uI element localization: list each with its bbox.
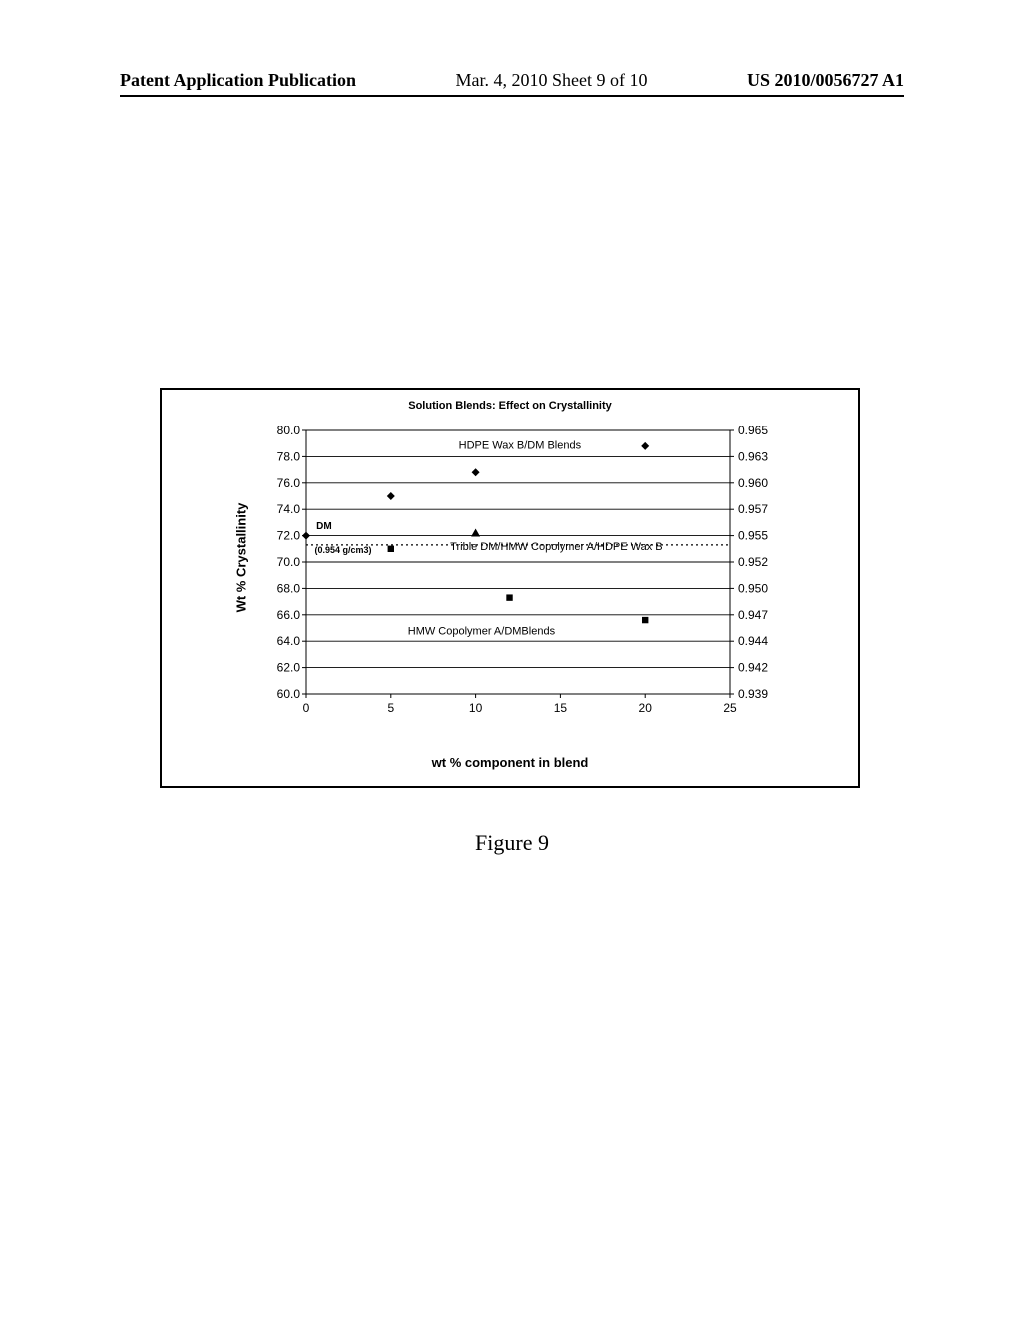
chart-frame: Solution Blends: Effect on Crystallinity… <box>160 388 860 788</box>
x-axis-label: wt % component in blend <box>162 755 858 770</box>
svg-text:66.0: 66.0 <box>277 608 301 622</box>
svg-text:0.952: 0.952 <box>738 555 768 569</box>
svg-text:72.0: 72.0 <box>277 529 301 543</box>
svg-text:5: 5 <box>387 701 394 715</box>
plot-area: 60.0 62.0 64.0 66.0 68.0 70.0 72.0 74.0 76.0 78.0… <box>260 426 780 726</box>
svg-text:60.0: 60.0 <box>277 687 301 701</box>
svg-text:0.960: 0.960 <box>738 476 768 490</box>
svg-text:Trible DM/HMW Copolymer A/HDP: Trible DM/HMW Copolymer A/HDPE Wax B <box>450 541 663 553</box>
y-axis-left-label: Wt % Crystallinity <box>233 503 248 613</box>
svg-text:0.955: 0.955 <box>738 529 768 543</box>
svg-text:80.0: 80.0 <box>277 426 301 437</box>
svg-text:0.939: 0.939 <box>738 687 768 701</box>
figure-caption: Figure 9 <box>0 830 1024 856</box>
svg-text:0: 0 <box>303 701 310 715</box>
svg-text:(0.954 g/cm3): (0.954 g/cm3) <box>314 545 371 555</box>
svg-text:HDPE Wax B/DM Blends: HDPE Wax B/DM Blends <box>459 439 582 451</box>
chart-title: Solution Blends: Effect on Crystallinity <box>162 400 858 412</box>
svg-text:0.965: 0.965 <box>738 426 768 437</box>
svg-text:HMW Copolymer A/DMBlends: HMW Copolymer A/DMBlends <box>408 626 556 638</box>
svg-text:20: 20 <box>639 701 653 715</box>
svg-text:0.950: 0.950 <box>738 581 768 595</box>
svg-text:0.942: 0.942 <box>738 661 768 675</box>
svg-text:62.0: 62.0 <box>277 661 301 675</box>
svg-text:15: 15 <box>554 701 568 715</box>
svg-text:78.0: 78.0 <box>277 449 301 463</box>
header-mid: Mar. 4, 2010 Sheet 9 of 10 <box>456 70 648 91</box>
svg-text:25: 25 <box>723 701 737 715</box>
header-left: Patent Application Publication <box>120 70 356 91</box>
svg-text:76.0: 76.0 <box>277 476 301 490</box>
svg-text:70.0: 70.0 <box>277 555 301 569</box>
svg-text:64.0: 64.0 <box>277 634 301 648</box>
chart-svg: 60.0 62.0 64.0 66.0 68.0 70.0 72.0 74.0 76.0 78.0… <box>260 426 780 726</box>
svg-text:74.0: 74.0 <box>277 502 301 516</box>
svg-text:68.0: 68.0 <box>277 581 301 595</box>
svg-text:DM: DM <box>316 521 332 532</box>
svg-text:10: 10 <box>469 701 483 715</box>
header-right: US 2010/0056727 A1 <box>747 70 904 91</box>
svg-text:0.944: 0.944 <box>738 634 768 648</box>
svg-text:0.957: 0.957 <box>738 502 768 516</box>
page-header: Patent Application Publication Mar. 4, 2… <box>120 70 904 97</box>
svg-text:0.947: 0.947 <box>738 608 768 622</box>
svg-text:0.963: 0.963 <box>738 449 768 463</box>
